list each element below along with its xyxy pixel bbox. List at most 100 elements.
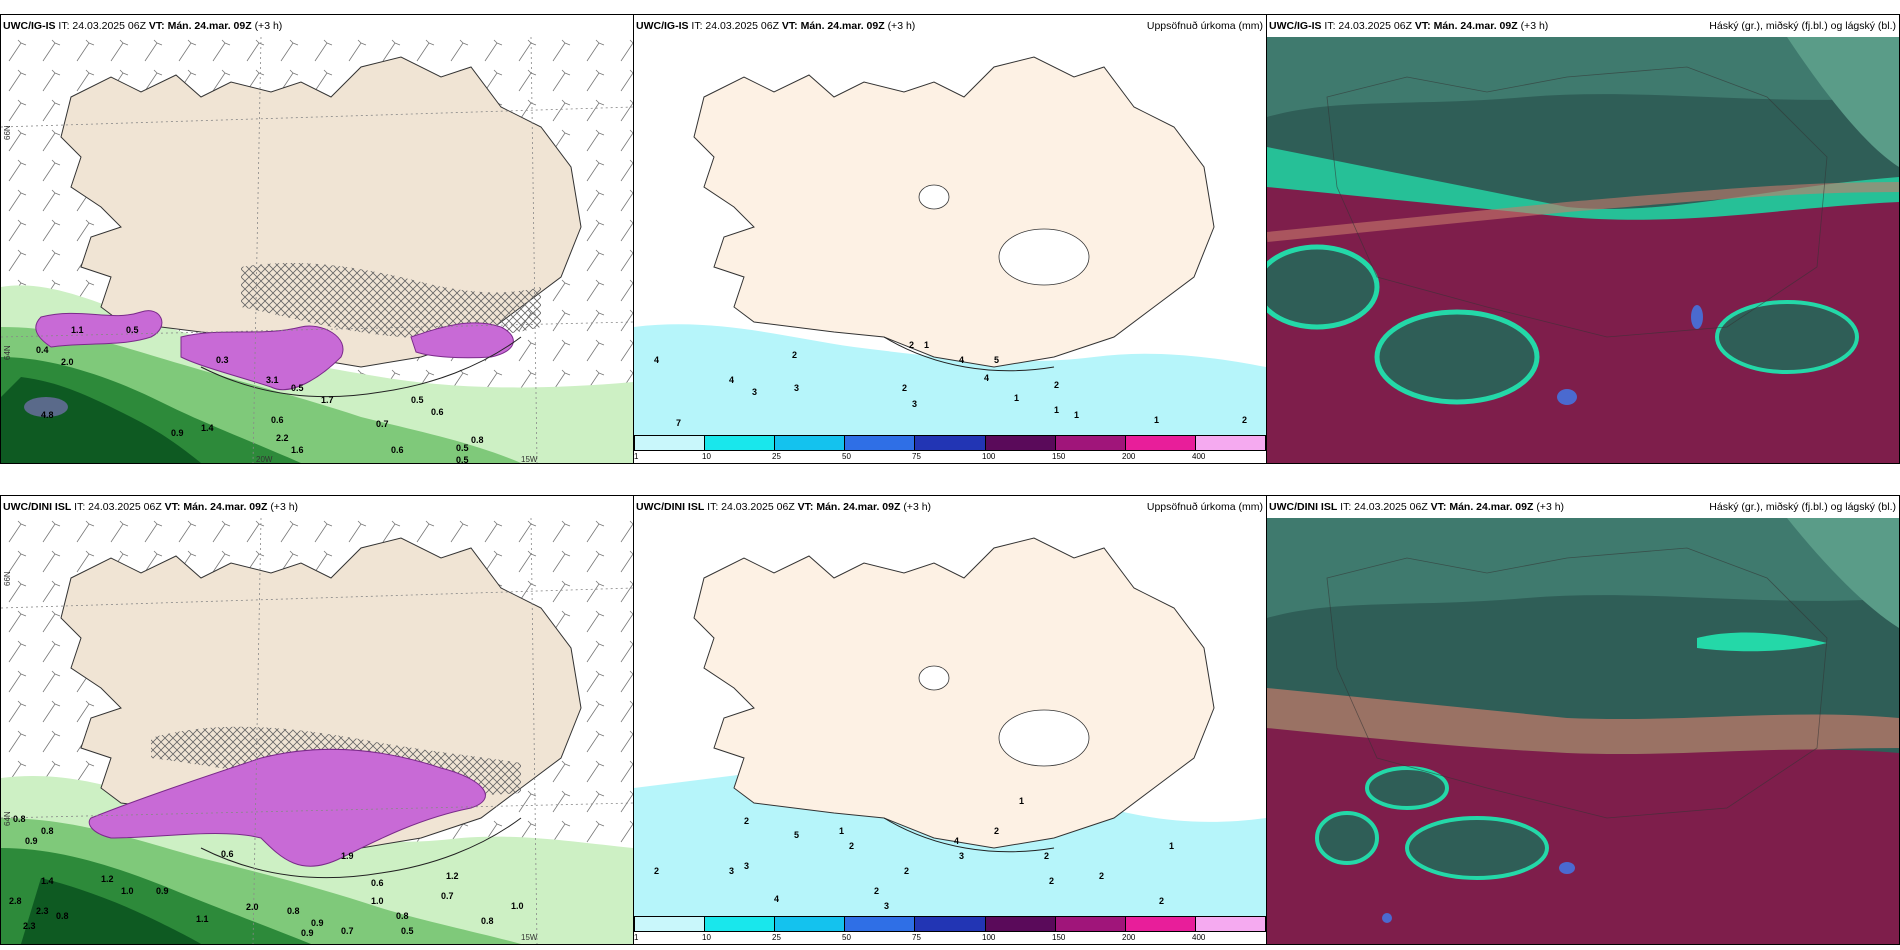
accum-value: 1 — [1054, 405, 1060, 415]
precip-value: 0.5 — [291, 383, 304, 393]
lead-time: (+3 h) — [1520, 20, 1549, 32]
colorbar-swatch — [1055, 917, 1126, 931]
lat-label-64: 64N — [3, 345, 12, 360]
colorbar-swatch — [1195, 917, 1265, 931]
accum-value: 2 — [874, 886, 880, 896]
precip-value: 0.9 — [25, 836, 38, 846]
precip-value: 0.5 — [411, 395, 424, 405]
model-name: UWC/IG-IS — [3, 20, 56, 32]
valid-time: VT: Mán. 24.mar. 09Z — [1430, 501, 1534, 513]
iceland-landmass — [693, 537, 1215, 849]
precip-value: 0.5 — [456, 455, 469, 464]
colorbar-tick: 100 — [982, 452, 996, 461]
precip-value: 0.4 — [36, 345, 49, 355]
precip-value: 0.7 — [441, 891, 454, 901]
panel-title: UWC/DINI ISL IT: 24.03.2025 06Z VT: Mán.… — [1267, 496, 1899, 518]
model-name: UWC/DINI ISL — [636, 501, 705, 513]
colorbar-tick: 200 — [1122, 933, 1136, 942]
precip-value: 1.1 — [196, 914, 209, 924]
precip-value: 3.1 — [266, 375, 279, 385]
accum-value: 1 — [1154, 415, 1160, 425]
precip-value: 1.1 — [71, 325, 84, 335]
colorbar-tick: 1 — [634, 933, 639, 942]
accum-precip-map — [634, 518, 1266, 916]
init-time: IT: 24.03.2025 06Z — [691, 20, 779, 32]
init-time: IT: 24.03.2025 06Z — [58, 20, 146, 32]
accum-value: 7 — [676, 418, 682, 428]
precip-value: 1.2 — [101, 874, 114, 884]
colorbar-swatch — [1195, 436, 1265, 450]
precip-value: 0.8 — [471, 435, 484, 445]
precip-colorbar: 1 10 25 50 75 100 150 200 400 — [634, 435, 1266, 463]
accum-value: 2 — [1044, 851, 1050, 861]
panel-accum-dini: UWC/DINI ISL IT: 24.03.2025 06Z VT: Mán.… — [633, 495, 1267, 945]
precip-value: 1.0 — [121, 886, 134, 896]
lead-time: (+3 h) — [254, 20, 283, 32]
accum-value: 2 — [654, 866, 660, 876]
accum-value: 2 — [792, 350, 798, 360]
colorbar-swatch — [1125, 436, 1196, 450]
precip-value: 2.3 — [36, 906, 49, 916]
valid-time: VT: Mán. 24.mar. 09Z — [164, 501, 268, 513]
lead-time: (+3 h) — [270, 501, 299, 513]
panel-cloud-igis: UWC/IG-IS IT: 24.03.2025 06Z VT: Mán. 24… — [1266, 14, 1900, 464]
precip-value: 0.8 — [41, 826, 54, 836]
precip-value: 0.9 — [171, 428, 184, 438]
accum-value: 4 — [729, 375, 735, 385]
colorbar-tick: 75 — [912, 933, 921, 942]
lead-time: (+3 h) — [887, 20, 916, 32]
lead-time: (+3 h) — [1536, 501, 1565, 513]
colorbar-tick: 50 — [842, 933, 851, 942]
colorbar-tick: 25 — [772, 933, 781, 942]
colorbar-swatch — [845, 917, 916, 931]
lat-label-64: 64N — [3, 811, 12, 826]
init-time: IT: 24.03.2025 06Z — [1324, 20, 1412, 32]
valid-time: VT: Mán. 24.mar. 09Z — [781, 20, 885, 32]
precip-value: 0.9 — [156, 886, 169, 896]
accum-value: 5 — [994, 355, 1000, 365]
precip-value: 2.0 — [61, 357, 74, 367]
accum-value: 3 — [912, 399, 918, 409]
accum-value: 2 — [1099, 871, 1105, 881]
accum-value: 2 — [909, 340, 915, 350]
colorbar-tick: 75 — [912, 452, 921, 461]
accum-value: 2 — [744, 816, 750, 826]
accum-value: 2 — [1159, 896, 1165, 906]
accum-value: 2 — [1049, 876, 1055, 886]
precip-value: 0.8 — [481, 916, 494, 926]
accum-value: 2 — [1054, 380, 1060, 390]
precip-value: 0.5 — [401, 926, 414, 936]
precip-value: 0.6 — [221, 849, 234, 859]
colorbar-tick: 100 — [982, 933, 996, 942]
accum-precip-map — [634, 37, 1266, 435]
cloud-cover-map — [1267, 37, 1899, 463]
precip-value: 0.9 — [311, 918, 324, 928]
field-title: Háský (gr.), miðský (fj.bl.) og lágský (… — [1709, 501, 1896, 513]
model-name: UWC/IG-IS — [636, 20, 689, 32]
colorbar-swatch — [635, 917, 706, 931]
accum-value: 4 — [654, 355, 660, 365]
colorbar-swatch — [845, 436, 916, 450]
precip-value: 0.5 — [456, 443, 469, 453]
iceland-landmass — [693, 56, 1215, 368]
precip-value: 1.0 — [511, 901, 524, 911]
precip-value: 0.7 — [341, 926, 354, 936]
colorbar-swatch — [985, 917, 1056, 931]
lat-label-66: 66N — [3, 571, 12, 586]
panel-title: UWC/DINI ISL IT: 24.03.2025 06Z VT: Mán.… — [634, 496, 1266, 518]
accum-value: 2 — [1242, 415, 1248, 425]
lead-time: (+3 h) — [903, 501, 932, 513]
colorbar-tick: 10 — [702, 452, 711, 461]
precip-value: 2.8 — [9, 896, 22, 906]
precip-value: 0.8 — [13, 814, 26, 824]
colorbar-swatch — [635, 436, 706, 450]
precip-value: 0.7 — [376, 419, 389, 429]
accum-value: 2 — [994, 826, 1000, 836]
panel-accum-igis: UWC/IG-IS IT: 24.03.2025 06Z VT: Mán. 24… — [633, 14, 1267, 464]
lon-label-15: 15W — [521, 455, 538, 464]
accum-value: 2 — [904, 866, 910, 876]
accum-value: 3 — [959, 851, 965, 861]
wind-precip-map — [1, 37, 633, 463]
accum-value: 1 — [1014, 393, 1020, 403]
panel-title: UWC/IG-IS IT: 24.03.2025 06Z VT: Mán. 24… — [1, 15, 633, 37]
